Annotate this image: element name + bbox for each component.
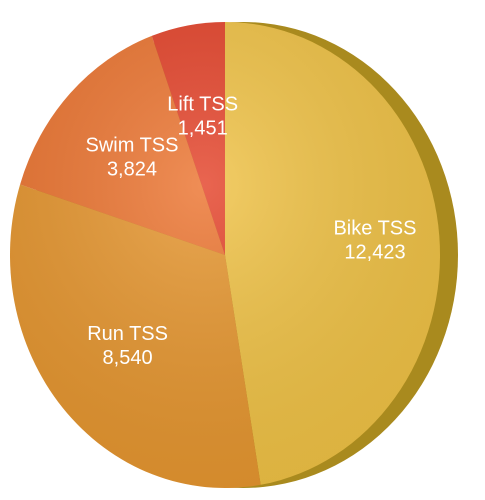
slice-value: 3,824 [107,158,157,180]
slice-label: Lift TSS [167,94,238,116]
slice-label: Bike TSS [333,218,416,240]
slice-value: 12,423 [344,242,405,264]
slice-value: 1,451 [178,118,228,140]
pie-slice [225,22,441,485]
slice-label: Run TSS [87,323,168,345]
slice-value: 8,540 [103,347,153,369]
slice-label: Swim TSS [85,134,178,156]
